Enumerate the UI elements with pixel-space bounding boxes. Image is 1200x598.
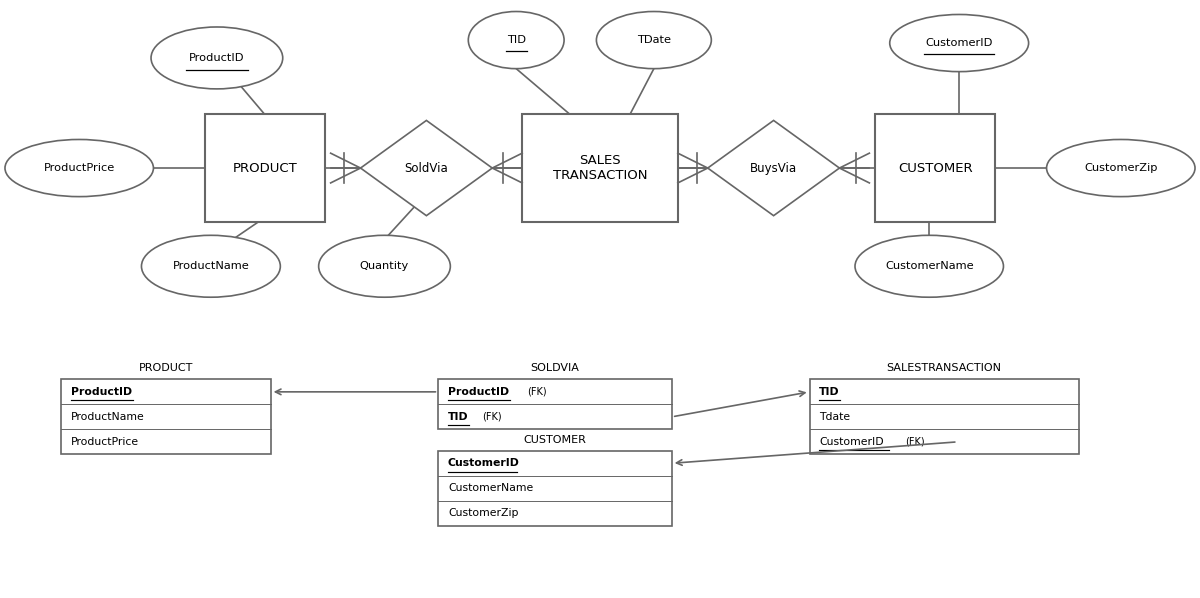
Text: CUSTOMER: CUSTOMER <box>523 435 587 445</box>
Text: SOLDVIA: SOLDVIA <box>530 364 580 373</box>
Ellipse shape <box>151 27 283 89</box>
Polygon shape <box>708 120 840 216</box>
Text: ProductID: ProductID <box>448 387 509 397</box>
Text: CustomerID: CustomerID <box>448 458 520 468</box>
Text: CustomerZip: CustomerZip <box>1084 163 1158 173</box>
Ellipse shape <box>5 139 154 197</box>
Text: (FK): (FK) <box>527 387 546 397</box>
Text: (FK): (FK) <box>482 412 502 422</box>
Text: TID: TID <box>820 387 840 397</box>
Text: ProductID: ProductID <box>190 53 245 63</box>
Text: (FK): (FK) <box>905 437 925 447</box>
FancyBboxPatch shape <box>522 114 678 222</box>
Ellipse shape <box>856 235 1003 297</box>
Text: CustomerName: CustomerName <box>884 261 973 271</box>
Text: PRODUCT: PRODUCT <box>139 364 193 373</box>
Text: Tdate: Tdate <box>820 412 851 422</box>
FancyBboxPatch shape <box>810 379 1079 454</box>
Polygon shape <box>360 120 492 216</box>
Ellipse shape <box>596 11 712 69</box>
Text: PRODUCT: PRODUCT <box>233 161 298 175</box>
Text: CUSTOMER: CUSTOMER <box>898 161 972 175</box>
Ellipse shape <box>889 14 1028 72</box>
Text: TDate: TDate <box>637 35 671 45</box>
Text: BuysVia: BuysVia <box>750 161 797 175</box>
Ellipse shape <box>468 11 564 69</box>
Text: SALES
TRANSACTION: SALES TRANSACTION <box>553 154 647 182</box>
FancyBboxPatch shape <box>205 114 325 222</box>
FancyBboxPatch shape <box>61 379 271 454</box>
Text: ProductName: ProductName <box>173 261 250 271</box>
Text: ProductName: ProductName <box>71 412 144 422</box>
Ellipse shape <box>319 235 450 297</box>
Ellipse shape <box>1046 139 1195 197</box>
Text: ProductID: ProductID <box>71 387 132 397</box>
FancyBboxPatch shape <box>438 379 672 429</box>
Text: SALESTRANSACTION: SALESTRANSACTION <box>887 364 1002 373</box>
FancyBboxPatch shape <box>438 451 672 526</box>
Text: ProductPrice: ProductPrice <box>43 163 115 173</box>
Text: CustomerID: CustomerID <box>925 38 992 48</box>
Text: SoldVia: SoldVia <box>404 161 449 175</box>
Text: TID: TID <box>506 35 526 45</box>
Text: Quantity: Quantity <box>360 261 409 271</box>
Text: TID: TID <box>448 412 468 422</box>
FancyBboxPatch shape <box>875 114 995 222</box>
Text: CustomerID: CustomerID <box>820 437 883 447</box>
Text: CustomerName: CustomerName <box>448 483 533 493</box>
Text: ProductPrice: ProductPrice <box>71 437 139 447</box>
Ellipse shape <box>142 235 281 297</box>
Text: CustomerZip: CustomerZip <box>448 508 518 518</box>
